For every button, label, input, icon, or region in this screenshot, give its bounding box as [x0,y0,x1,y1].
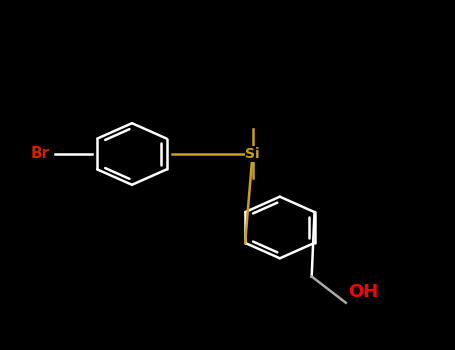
Text: Si: Si [245,147,260,161]
Text: Br: Br [31,147,50,161]
Text: OH: OH [348,283,378,301]
